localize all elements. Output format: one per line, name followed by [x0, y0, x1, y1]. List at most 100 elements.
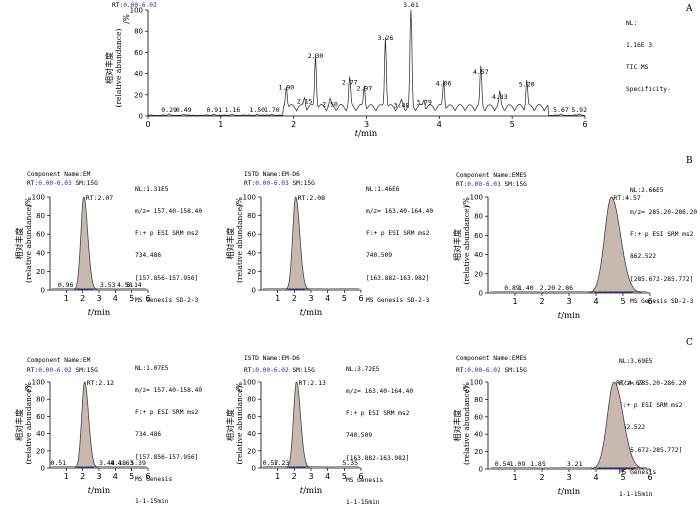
info-line: m/z= 157.40-158.40 [135, 387, 203, 395]
y-tick-label: 0 [479, 466, 483, 474]
info-line: MS Genesis [619, 468, 657, 476]
peak-rt-label: RT:4.67 [616, 379, 643, 387]
y-axis-unit: /% [122, 14, 131, 24]
x-axis-label: t/min [88, 486, 111, 496]
info-line: F:+ p ESI SRM ms2 [619, 402, 683, 410]
y-axis-label: (relative abundance) [24, 385, 33, 464]
minor-peak-label: 1.23 [274, 459, 290, 467]
y-tick-label: 0 [41, 287, 45, 295]
y-tick-label: 20 [474, 270, 483, 278]
x-tick-label: 4 [325, 472, 330, 481]
x-axis-label: t/min [558, 311, 581, 321]
smoothing-label: SM:15G [500, 367, 527, 374]
baseline-trace [51, 466, 147, 468]
x-tick-label: 2 [80, 294, 85, 303]
y-axis-label-cn: 相对丰度 [225, 409, 235, 441]
y-tick-label: 100 [470, 379, 483, 387]
y-tick-label: 100 [243, 194, 256, 202]
rt-prefix: RT: [456, 367, 468, 374]
peak-rt-label: RT:2.07 [86, 194, 113, 202]
y-tick-label: 100 [32, 194, 45, 202]
info-line: F:+ p ESI SRM ms2 [135, 409, 199, 417]
info-line: 1-1-15min [619, 491, 653, 499]
x-tick-label: 6 [582, 120, 587, 129]
rt-prefix: RT: [27, 367, 39, 374]
tic-rt-range: RT:0.00-6.03 [112, 2, 157, 9]
y-tick-label: 60 [36, 413, 45, 421]
component-name: Component Name:EM [27, 171, 91, 178]
info-line: NL:2.66E5 [630, 186, 664, 194]
y-tick-label: 60 [474, 413, 483, 421]
rt-range-line: RT:0.00-6.02 SM:15G [27, 367, 98, 374]
x-tick-label: 6 [647, 297, 652, 306]
info-line: 1-1-15min [346, 499, 380, 507]
x-tick-label: 3 [566, 473, 571, 482]
x-tick-label: 3 [566, 297, 571, 306]
peak-label: 1.70 [264, 106, 280, 114]
y-tick-label: 80 [247, 212, 256, 220]
y-tick-label: 60 [247, 413, 256, 421]
info-line: MS Genesis SD-2-3 [135, 296, 199, 304]
minor-peak-label: 1.09 [510, 460, 526, 468]
peak-label: 5.92 [571, 106, 587, 114]
info-line: NL:1.31E5 [135, 185, 169, 193]
x-tick-label: 6 [647, 473, 652, 482]
y-axis-unit: /% [462, 197, 471, 207]
minor-peak-label: 2.86 [557, 284, 573, 292]
x-axis-label: t/min [300, 486, 323, 496]
panel-letter-c: C [686, 338, 693, 348]
info-line: NL:3.69E5 [619, 357, 653, 365]
y-tick-label: 60 [247, 231, 256, 239]
tic-info-line: TIC MS [626, 64, 649, 72]
y-tick-label: 0 [252, 465, 256, 473]
x-tick-label: 5 [620, 473, 625, 482]
x-tick-label: 0 [145, 120, 150, 129]
minor-peak-label: 4.58 [117, 281, 133, 289]
x-tick-label: 4 [593, 473, 598, 482]
x-tick-label: 3 [308, 472, 313, 481]
rt-range-value: 0.00-6.03 [38, 180, 72, 187]
smoothing-label: SM:15G [71, 367, 98, 374]
x-tick-label: 3 [96, 294, 101, 303]
x-tick-label: 1 [275, 472, 280, 481]
peak-label: 4.57 [473, 68, 489, 76]
minor-peak-label: 0.96 [58, 281, 74, 289]
peak-label: 1.16 [225, 106, 241, 114]
x-tick-label: 4 [593, 297, 598, 306]
info-block: NL:2.66E5 m/z= 285.20-286.20 F:+ p ESI S… [630, 172, 697, 320]
x-tick-label: 3 [308, 294, 313, 303]
baseline-trace [490, 467, 648, 469]
info-line: 1-1-15min [135, 498, 169, 506]
info-block: NL:3.72E5 m/z= 163.40-164.40 F:+ p ESI S… [346, 351, 413, 521]
rt-prefix: RT: [244, 367, 256, 374]
info-line: MS Genesis SD-2-3 [366, 296, 430, 304]
x-axis-label: t/min [558, 487, 581, 497]
x-tick-label: 3 [96, 472, 101, 481]
y-axis-label-cn: 相对丰度 [14, 228, 24, 260]
info-line: [285.672-285.772] [619, 446, 683, 454]
y-tick-label: 80 [474, 213, 483, 221]
info-line: MS Genesis [135, 475, 173, 483]
y-axis-label-cn: 相对丰度 [225, 228, 235, 260]
y-tick-label: 60 [134, 49, 143, 57]
info-line: m/z= 285.20-286.20 [630, 209, 698, 217]
info-line: m/z= 157.40-158.40 [135, 208, 203, 216]
y-tick-label: 80 [134, 28, 143, 36]
peak-rt-label: RT:4.57 [613, 194, 640, 202]
x-tick-label: 1 [64, 472, 69, 481]
y-tick-label: 40 [36, 430, 45, 438]
y-axis-label: (relative abundance) [114, 28, 123, 107]
peak-label: 2.77 [342, 78, 358, 86]
y-axis-label-cn: 相对丰度 [14, 409, 24, 441]
y-tick-label: 80 [247, 396, 256, 404]
info-line: [163.882-163.982] [366, 274, 430, 282]
peak-label: 2.15 [297, 97, 313, 105]
minor-peak-label: 0.51 [51, 459, 67, 467]
peak-label: 5.20 [519, 81, 535, 89]
x-tick-label: 4 [437, 120, 442, 129]
peak-label: 0.29 [161, 106, 177, 114]
rt-range-line: RT:0.00-6.03 SM:15G [244, 180, 315, 187]
minor-peak-label: 0.89 [504, 284, 520, 292]
x-axis-label: t/min [355, 129, 378, 139]
